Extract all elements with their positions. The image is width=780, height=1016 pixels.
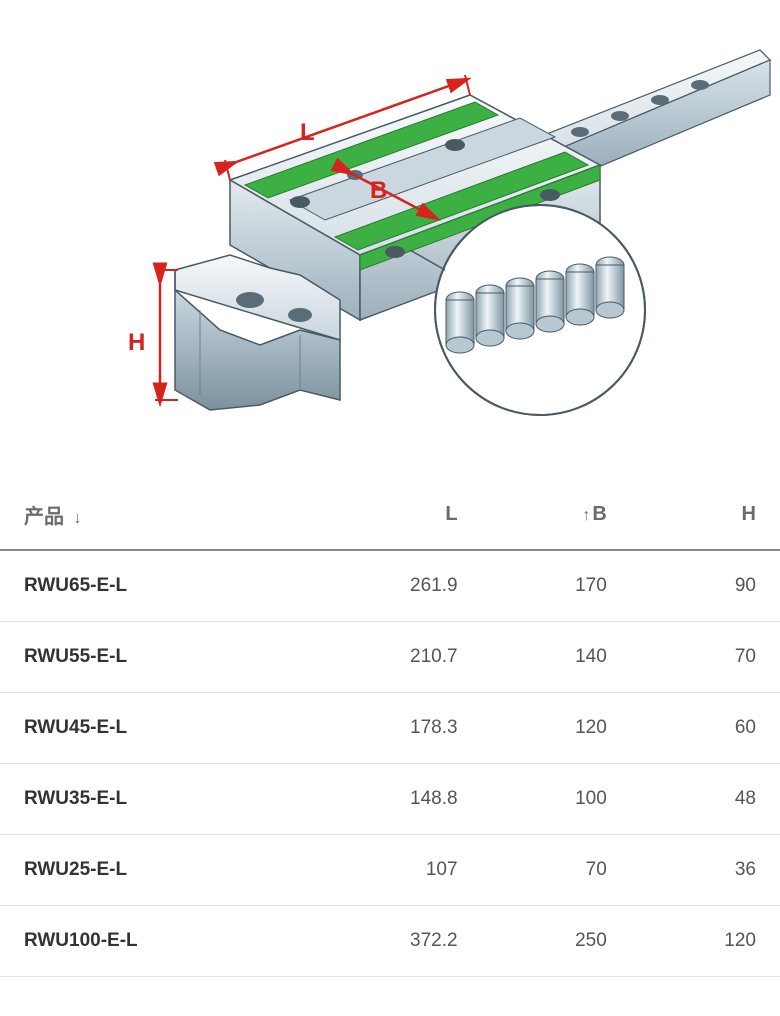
cell-H: 90 (631, 550, 780, 622)
cell-B: 140 (482, 622, 631, 693)
cell-L: 148.8 (303, 764, 482, 835)
dim-label-B: B (370, 177, 387, 204)
cell-product: RWU100-E-L (0, 906, 303, 977)
table-row[interactable]: RWU55-E-L210.714070 (0, 622, 780, 693)
cell-L: 261.9 (303, 550, 482, 622)
dim-label-L: L (300, 119, 315, 146)
product-diagram: L B H (0, 0, 780, 480)
cell-product: RWU35-E-L (0, 764, 303, 835)
cell-B: 120 (482, 693, 631, 764)
table-row[interactable]: RWU45-E-L178.312060 (0, 693, 780, 764)
cell-product: RWU45-E-L (0, 693, 303, 764)
cell-H: 60 (631, 693, 780, 764)
cell-H: 36 (631, 835, 780, 906)
cell-product: RWU25-E-L (0, 835, 303, 906)
cell-H: 70 (631, 622, 780, 693)
product-table: 产品 ↓ L ↑B H RWU65-E-L261.917090RWU55-E-L… (0, 480, 780, 977)
header-B-label: B (592, 503, 606, 525)
header-L-label: L (445, 503, 457, 525)
sort-down-icon: ↓ (74, 510, 82, 527)
sort-up-icon: ↑ (582, 507, 590, 524)
header-L[interactable]: L (303, 480, 482, 550)
dim-label-H: H (128, 329, 145, 356)
header-H-label: H (742, 503, 756, 525)
cell-H: 48 (631, 764, 780, 835)
header-product[interactable]: 产品 ↓ (0, 480, 303, 550)
cell-B: 170 (482, 550, 631, 622)
cell-H: 120 (631, 906, 780, 977)
cell-L: 210.7 (303, 622, 482, 693)
cell-product: RWU65-E-L (0, 550, 303, 622)
table-body: RWU65-E-L261.917090RWU55-E-L210.714070RW… (0, 550, 780, 977)
table-header-row: 产品 ↓ L ↑B H (0, 480, 780, 550)
cell-product: RWU55-E-L (0, 622, 303, 693)
cell-B: 70 (482, 835, 631, 906)
header-product-label: 产品 (24, 506, 64, 528)
cell-L: 372.2 (303, 906, 482, 977)
table-row[interactable]: RWU35-E-L148.810048 (0, 764, 780, 835)
table-row[interactable]: RWU25-E-L1077036 (0, 835, 780, 906)
cell-B: 250 (482, 906, 631, 977)
cell-B: 100 (482, 764, 631, 835)
table-row[interactable]: RWU65-E-L261.917090 (0, 550, 780, 622)
cell-L: 107 (303, 835, 482, 906)
header-B[interactable]: ↑B (482, 480, 631, 550)
header-H[interactable]: H (631, 480, 780, 550)
table-row[interactable]: RWU100-E-L372.2250120 (0, 906, 780, 977)
cell-L: 178.3 (303, 693, 482, 764)
